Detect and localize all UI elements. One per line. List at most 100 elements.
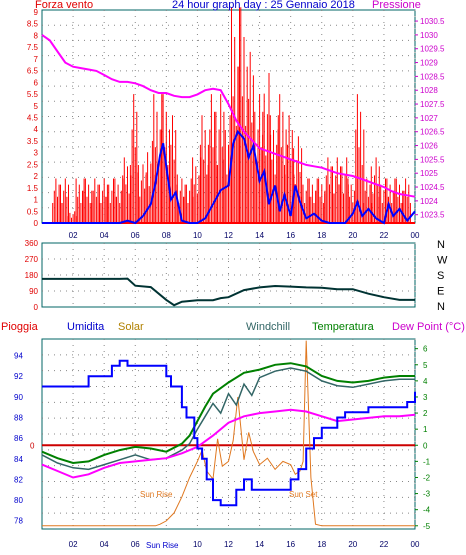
x-tick-label: 10 [193, 540, 202, 549]
wind-axis-ticks: 0 0.5 1 1.5 2 2.5 3 3.5 4 4.5 5 5.5 6 6.5 7 7.5 8 8.5 9 [27, 8, 39, 228]
pressure-tick-label: 1029.5 [420, 45, 445, 54]
wind-tick-label: 1 [34, 196, 39, 205]
temperature-axis-ticks: -5 -4 -3 -2 -1 0 1 2 3 4 5 6 [415, 345, 431, 531]
humidity-tick-label: 86 [14, 434, 23, 443]
dewpoint-line [41, 408, 416, 479]
temperature-tick-label: 4 [423, 377, 428, 386]
wind-tick-label: 6 [34, 78, 39, 87]
x-tick-label: 22 [379, 540, 388, 549]
sun-rise-label: Sun Rise [140, 490, 173, 499]
temperature-legend: Pioggia Umidita Solar Windchill Temperatura D… [1, 321, 465, 333]
temperature-tick-label: -4 [423, 506, 431, 515]
direction-tick-label: 0 [34, 303, 39, 312]
wind-time-axis-ticks: 02 04 06 08 10 12 14 16 18 20 22 00 [69, 231, 420, 240]
pressure-tick-label: 1026 [420, 142, 438, 151]
wind-axis-label: Forza vento [35, 0, 93, 11]
x-tick-label: 00 [411, 231, 420, 240]
rain-zero-label: 0 [30, 441, 35, 450]
direction-tick-label: 360 [25, 239, 39, 248]
compass-letter: N [437, 239, 445, 251]
x-tick-label: 16 [286, 231, 295, 240]
temperature-line [41, 362, 415, 465]
x-tick-label: 04 [100, 231, 109, 240]
compass-letter: S [437, 270, 444, 282]
wind-speed-line [42, 129, 416, 225]
x-tick-label: 12 [224, 231, 233, 240]
pressure-tick-label: 1023.5 [420, 211, 445, 220]
direction-tick-label: 180 [25, 271, 39, 280]
pressure-tick-label: 1024 [420, 197, 438, 206]
wind-tick-label: 3.5 [27, 137, 39, 146]
windchill-line [41, 367, 415, 471]
temperature-tick-label: 3 [423, 393, 428, 402]
wind-tick-label: 0.5 [27, 207, 39, 216]
wind-direction-grid [42, 243, 416, 307]
x-tick-label: 02 [69, 231, 78, 240]
x-tick-label: 18 [317, 540, 326, 549]
compass-letter: E [437, 286, 444, 298]
pressure-axis-label: Pressione [372, 0, 421, 11]
pressure-tick-label: 1025 [420, 169, 438, 178]
legend-item: Solar [118, 321, 144, 333]
x-tick-label: 06 [131, 540, 140, 549]
temperature-tick-label: 6 [423, 345, 428, 354]
temperature-tick-label: -1 [423, 457, 431, 466]
temperature-tick-label: 0 [423, 441, 428, 450]
wind-tick-label: 5 [34, 102, 39, 111]
wind-tick-label: 4 [34, 125, 39, 134]
humidity-tick-label: 88 [14, 414, 23, 423]
x-tick-label: 12 [224, 540, 233, 549]
x-tick-label: 18 [317, 231, 326, 240]
pressure-tick-label: 1030 [420, 31, 438, 40]
pressure-tick-label: 1028.5 [420, 72, 445, 81]
temperature-tick-label: 2 [423, 409, 428, 418]
x-tick-label: 10 [193, 231, 202, 240]
legend-item: Umidita [67, 321, 105, 333]
pressure-tick-label: 1025.5 [420, 155, 445, 164]
humidity-tick-label: 92 [14, 372, 23, 381]
x-tick-label: 02 [69, 540, 78, 549]
humidity-axis-ticks: 78 80 82 84 86 88 90 92 94 [14, 352, 23, 526]
pressure-line [41, 34, 416, 198]
x-tick-label: 16 [286, 540, 295, 549]
temperature-tick-label: -3 [423, 490, 431, 499]
wind-direction-line [42, 277, 415, 307]
pressure-axis-ticks: 1023.5 1024 1024.5 1025 1025.5 1026 1026.5 1027… [415, 17, 445, 220]
x-tick-label: 14 [255, 540, 264, 549]
wind-tick-label: 3 [34, 149, 39, 158]
pressure-tick-label: 1024.5 [420, 183, 445, 192]
humidity-tick-label: 82 [14, 475, 23, 484]
direction-tick-label: 90 [29, 287, 38, 296]
wind-tick-label: 8 [34, 31, 39, 40]
wind-tick-label: 6.5 [27, 67, 39, 76]
sun-set-label: Sun Set [289, 490, 318, 499]
humidity-tick-label: 78 [14, 517, 23, 526]
legend-item: Windchill [246, 321, 290, 333]
wind-tick-label: 0 [34, 219, 39, 228]
x-tick-label: 00 [411, 540, 420, 549]
temperature-tick-label: -2 [423, 474, 431, 483]
wind-direction-ticks: 0 90 180 270 360 [25, 239, 39, 312]
direction-tick-label: 270 [25, 255, 39, 264]
compass-letter: W [437, 255, 448, 267]
humidity-line [42, 359, 416, 507]
pressure-tick-label: 1027.5 [420, 100, 445, 109]
temperature-tick-label: -5 [423, 522, 431, 531]
temperature-tick-label: 5 [423, 361, 428, 370]
wind-tick-label: 1.5 [27, 184, 39, 193]
wind-tick-label: 8.5 [27, 20, 39, 29]
sun-rise-axis-label: Sun Rise [146, 541, 179, 550]
temperature-time-axis-ticks: 02 04 06 10 12 14 16 18 20 22 00 [69, 540, 420, 549]
wind-tick-label: 2 [34, 172, 39, 181]
temperature-tick-label: 1 [423, 425, 428, 434]
humidity-tick-label: 90 [14, 393, 23, 402]
x-tick-label: 20 [348, 231, 357, 240]
x-tick-label: 20 [348, 540, 357, 549]
humidity-tick-label: 94 [14, 352, 23, 361]
x-tick-label: 06 [131, 231, 140, 240]
wind-tick-label: 2.5 [27, 160, 39, 169]
